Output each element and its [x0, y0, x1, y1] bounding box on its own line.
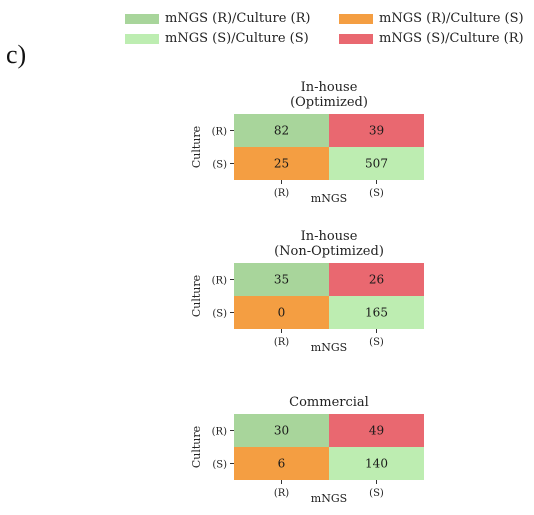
legend-item-s-r: mNGS (S)/Culture (R): [339, 31, 524, 46]
x-tick-label: (S): [369, 337, 384, 348]
legend-item-r-r: mNGS (R)/Culture (R): [125, 11, 310, 26]
legend-swatch: [339, 33, 373, 44]
cell-value-label: 26: [369, 273, 384, 287]
y-tick-label: (R): [212, 127, 227, 138]
heatmap-cell: [329, 447, 424, 480]
panel-label: c): [6, 40, 27, 69]
cell-value-label: 507: [365, 157, 388, 171]
cell-value-label: 35: [274, 273, 289, 287]
y-tick-label: (S): [212, 160, 227, 171]
x-tick-label: (R): [274, 488, 289, 499]
x-tick-label: (S): [369, 488, 384, 499]
legend-item-r-s: mNGS (R)/Culture (S): [339, 11, 524, 26]
cell-value-label: 82: [274, 124, 289, 138]
heatmap-1: In-house(Optimized)82 39 25 507 (R) (S) (R) (S)…: [190, 80, 424, 205]
chart-title-line: (Optimized): [290, 95, 368, 110]
y-tick-label: (S): [212, 309, 227, 320]
legend-label: mNGS (S)/Culture (S): [165, 31, 309, 46]
x-axis-label: mNGS: [311, 341, 347, 354]
y-tick-label: (S): [212, 460, 227, 471]
cell-value-label: 0: [278, 306, 286, 320]
y-axis-label: Culture: [190, 426, 203, 468]
y-tick-label: (R): [212, 276, 227, 287]
legend-label: mNGS (S)/Culture (R): [379, 31, 524, 46]
heatmap-cell: [329, 147, 424, 180]
heatmap-cell: [329, 114, 424, 147]
chart-title-line: Commercial: [289, 395, 369, 410]
cell-value-label: 49: [369, 424, 384, 438]
chart-title-line: In-house: [301, 229, 358, 244]
chart-title-line: (Non-Optimized): [274, 244, 384, 259]
x-tick-label: (S): [369, 188, 384, 199]
legend: mNGS (R)/Culture (R) mNGS (R)/Culture (S…: [125, 11, 534, 51]
legend-item-s-s: mNGS (S)/Culture (S): [125, 31, 309, 46]
y-tick-label: (R): [212, 427, 227, 438]
cell-value-label: 30: [274, 424, 289, 438]
cell-value-label: 140: [365, 457, 388, 471]
heatmap-2: In-house(Non-Optimized) 35 26 0 165 (R) (S) (R)…: [190, 229, 424, 354]
x-tick-label: (R): [274, 337, 289, 348]
x-axis-label: mNGS: [311, 492, 347, 505]
heatmap-cell: [329, 296, 424, 329]
heatmap-cell: [234, 447, 329, 480]
heatmap-cell: [329, 414, 424, 447]
heatmap-cell: [234, 263, 329, 296]
cell-value-label: 6: [278, 457, 286, 471]
legend-swatch: [339, 13, 373, 24]
cell-value-label: 25: [274, 157, 289, 171]
heatmap-cell: [234, 296, 329, 329]
cell-value-label: 165: [365, 306, 388, 320]
x-axis-label: mNGS: [311, 192, 347, 205]
heatmap-cell: [234, 147, 329, 180]
heatmap-cell: [234, 114, 329, 147]
x-tick-label: (R): [274, 188, 289, 199]
legend-label: mNGS (R)/Culture (S): [379, 11, 524, 26]
legend-swatch: [125, 13, 159, 24]
heatmap-cell: [329, 263, 424, 296]
chart-title-line: In-house: [301, 80, 358, 95]
y-axis-label: Culture: [190, 275, 203, 317]
heatmap-cell: [234, 414, 329, 447]
legend-label: mNGS (R)/Culture (R): [165, 11, 311, 26]
cell-value-label: 39: [369, 124, 384, 138]
legend-swatch: [125, 33, 159, 44]
y-axis-label: Culture: [190, 126, 203, 168]
